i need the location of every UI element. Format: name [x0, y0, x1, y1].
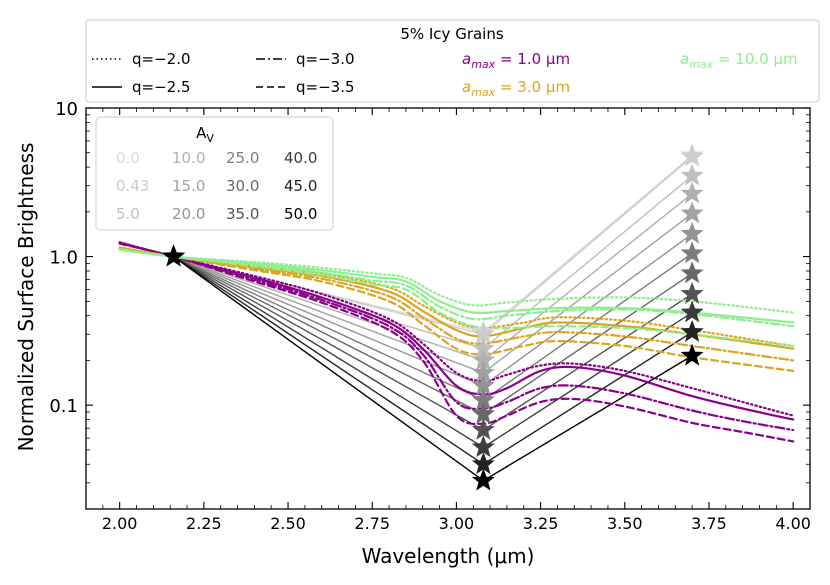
y-axis-label: Normalized Surface Brightness — [14, 143, 38, 452]
x-tick-label: 2.00 — [102, 514, 138, 533]
av-legend-box — [95, 116, 334, 231]
av-legend-entry: 5.0 — [116, 205, 140, 223]
top-legend-title: 5% Icy Grains — [400, 25, 504, 43]
plot-frame — [85, 107, 811, 510]
x-tick-label: 3.00 — [439, 514, 475, 533]
model-curve — [118, 247, 795, 362]
av-legend-entry: 45.0 — [284, 177, 317, 195]
av-legend-entry: 10.0 — [172, 149, 205, 167]
model-curve — [118, 247, 795, 372]
linestyle-label: q=−3.5 — [296, 78, 355, 96]
av-legend-entry: 0.0 — [116, 149, 140, 167]
av-marker-star — [680, 144, 704, 167]
y-tick-label: 10 — [55, 99, 78, 120]
av-marker-star — [680, 300, 704, 323]
av-marker-star — [680, 221, 704, 244]
linestyle-label: q=−2.0 — [132, 50, 191, 68]
x-axis-label: Wavelength (μm) — [362, 544, 535, 568]
av-marker-star — [471, 435, 495, 458]
plot-content — [118, 143, 795, 491]
model-curve — [118, 242, 795, 443]
av-marker-star — [471, 417, 495, 440]
model-curve — [118, 248, 795, 314]
size-legend-label: amax = 3.0 μm — [462, 78, 570, 99]
y-tick-label: 0.1 — [49, 396, 78, 417]
model-curve — [118, 248, 795, 324]
av-marker-star — [680, 241, 704, 264]
av-legend-entry: 25.0 — [226, 149, 259, 167]
av-marker-star — [680, 343, 704, 366]
x-tick-label: 2.50 — [270, 514, 306, 533]
x-tick-label: 4.00 — [775, 514, 811, 533]
av-marker-star — [680, 261, 704, 284]
av-marker-star — [680, 181, 704, 204]
axes: 2.00 2.25 2.50 2.75 3.00 3.25 3.50 3.75 4.00 0.1 1… — [49, 99, 811, 533]
top-legend-box — [85, 19, 820, 103]
linestyle-label: q=−3.0 — [296, 50, 355, 68]
av-marker-star — [680, 319, 704, 342]
av-legend-entry: 15.0 — [172, 177, 205, 195]
x-tick-label: 3.75 — [691, 514, 727, 533]
x-tick-label: 3.25 — [523, 514, 559, 533]
model-curve — [118, 248, 795, 348]
y-tick-label: 1.0 — [49, 248, 78, 269]
av-marker-star — [680, 163, 704, 186]
model-curve — [118, 248, 795, 328]
av-legend-entry: 0.43 — [116, 177, 149, 195]
av-marker-star — [680, 201, 704, 224]
av-legend-entry: 30.0 — [226, 177, 259, 195]
av-marker-star — [680, 281, 704, 304]
linestyle-label: q=−2.5 — [132, 78, 191, 96]
size-legend-label: amax = 10.0 μm — [680, 50, 798, 71]
size-legend-label: amax = 1.0 μm — [462, 50, 570, 71]
av-legend-entry: 20.0 — [172, 205, 205, 223]
x-tick-label: 3.50 — [607, 514, 643, 533]
top-legend: 5% Icy Grains q=−2.0 q=−2.5 q=−3.0 q=−3.5 ama… — [85, 19, 820, 103]
av-legend-entry: 35.0 — [226, 205, 259, 223]
x-tick-label: 2.25 — [186, 514, 222, 533]
x-tick-label: 2.75 — [354, 514, 390, 533]
av-marker-star — [471, 468, 495, 491]
av-legend-entry: 50.0 — [284, 205, 317, 223]
av-legend-entry: 40.0 — [284, 149, 317, 167]
anchor-star — [161, 244, 186, 267]
av-legend: AV0.00.435.010.015.020.025.030.035.040.0… — [95, 116, 334, 231]
